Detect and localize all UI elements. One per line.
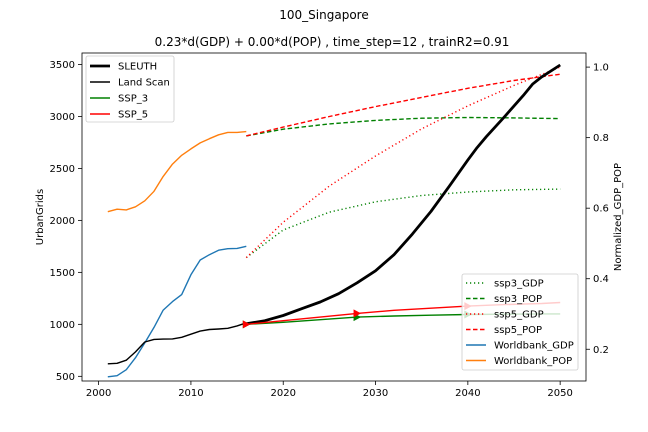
series-line-ssp5-pop [246,73,561,137]
legend-label-ssp-5: SSP_5 [118,110,148,121]
series-line-worldbank-gdp [107,245,247,378]
y-left-tick-label: 3500 [50,60,75,71]
legend-left: SLEUTH Land Scan SSP_3 SSP_5 [85,55,175,123]
axes-frame [81,52,587,382]
legend-label-ssp3-gdp: ssp3_GDP [494,279,544,290]
x-tick-label: 2030 [363,388,388,399]
y-axis-left-label: UrbanGrids [35,189,46,245]
series-line-sleuth [246,63,561,326]
series-line-land-scan [107,322,247,365]
y-axis-right-label: Normalized_GDP_POP [613,163,624,271]
series-line-worldbank-pop [107,130,247,213]
y-right-tick-label: 0.8 [593,133,609,144]
y-right-tick-label: 1.0 [593,63,609,74]
y-left-tick-label: 2500 [50,164,75,175]
x-axis: 2000 2010 2020 2030 2040 2050 [86,381,573,399]
series-line-ssp3-gdp [245,188,561,259]
chart-subtitle: 0.23*d(GDP) + 0.00*d(POP) , time_step=12… [155,35,510,49]
legend-label-ssp5-gdp: ssp5_GDP [494,310,544,321]
y-left-tick-label: 1500 [50,268,75,279]
y-right-tick-label: 0.2 [593,345,609,356]
legend-label-worldbank-pop: Worldbank_POP [494,356,572,367]
plot-area [107,63,561,378]
chart-title: 100_Singapore [279,8,368,22]
series-line-ssp3-pop [246,116,561,137]
marker-ssp-5 [242,320,251,329]
legend-label-ssp3-pop: ssp3_POP [494,294,542,305]
y-axis-left: 500 1000 1500 2000 2500 3000 3500 [50,60,82,383]
legend-right: ssp3_GDP ssp3_POP ssp5_GDP ssp5_POP Worldban… [461,273,579,371]
y-axis-right: 0.2 0.4 0.6 0.8 1.0 [586,63,609,356]
x-tick-label: 2010 [178,388,203,399]
series-line-ssp5-gdp [245,66,561,259]
x-tick-label: 2050 [547,388,572,399]
x-tick-label: 2000 [86,388,111,399]
x-tick-label: 2040 [455,388,480,399]
y-left-tick-label: 1000 [50,320,75,331]
legend-left-box [85,55,175,123]
legend-label-sleuth: SLEUTH [118,62,157,73]
y-left-tick-label: 500 [56,372,75,383]
legend-label-land-scan: Land Scan [118,78,170,89]
legend-label-ssp-3: SSP_3 [118,94,148,105]
legend-label-worldbank-gdp: Worldbank_GDP [494,341,574,352]
y-left-tick-label: 2000 [50,216,75,227]
x-tick-label: 2020 [271,388,296,399]
marker-ssp-5 [353,309,362,318]
y-right-tick-label: 0.6 [593,204,609,215]
y-left-tick-label: 3000 [50,112,75,123]
legend-right-box [461,273,579,371]
legend-label-ssp5-pop: ssp5_POP [494,325,542,336]
y-right-tick-label: 0.4 [593,274,609,285]
